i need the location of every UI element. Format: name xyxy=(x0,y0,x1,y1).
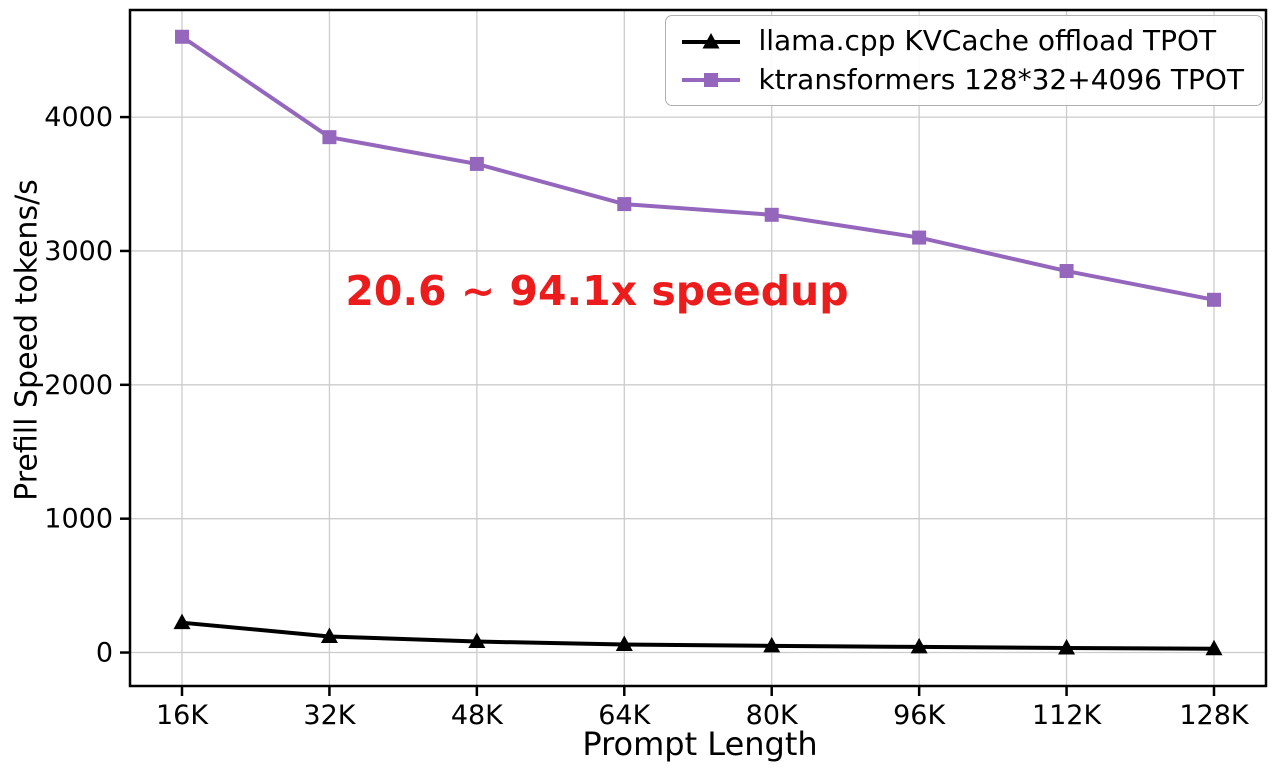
marker-triangle xyxy=(615,635,633,652)
legend-sample-ktransformers xyxy=(682,73,741,88)
marker-triangle xyxy=(910,637,928,654)
y-tick-label: 3000 xyxy=(44,236,113,267)
legend-marker-square-icon xyxy=(704,73,719,88)
marker-triangle xyxy=(763,636,781,653)
plot-frame xyxy=(128,8,1268,688)
x-tick-label: 64K xyxy=(598,700,651,731)
y-tick-label: 2000 xyxy=(44,370,113,401)
marker-square xyxy=(617,197,632,212)
marker-square xyxy=(322,130,337,145)
legend-item-ktransformers: ktransformers 128*32+4096 TPOT xyxy=(679,63,1244,97)
marker-square xyxy=(1059,264,1074,279)
marker-square xyxy=(469,156,484,171)
marker-square xyxy=(764,207,779,222)
x-tick-label: 112K xyxy=(1032,700,1103,731)
x-tick-label: 16K xyxy=(156,700,209,731)
x-tick-label: 128K xyxy=(1179,700,1250,731)
legend-marker-triangle-icon xyxy=(702,33,720,49)
chart-legend: llama.cpp KVCache offload TPOT ktransfor… xyxy=(665,15,1263,107)
x-tick-label: 48K xyxy=(451,700,504,731)
marker-square xyxy=(1207,292,1221,307)
series-line-1 xyxy=(180,34,1216,302)
marker-square xyxy=(912,230,927,245)
y-tick-label: 4000 xyxy=(44,102,113,133)
marker-square xyxy=(175,29,189,44)
marker-triangle xyxy=(1058,638,1076,655)
y-tick-label: 1000 xyxy=(44,504,113,535)
marker-triangle xyxy=(320,627,338,643)
legend-item-llama: llama.cpp KVCache offload TPOT xyxy=(679,24,1244,57)
x-axis-label: Prompt Length xyxy=(582,725,818,763)
x-tick-label: 80K xyxy=(746,700,799,731)
legend-label-llama: llama.cpp KVCache offload TPOT xyxy=(758,24,1217,57)
marker-triangle xyxy=(173,613,191,630)
marker-triangle xyxy=(468,632,486,649)
speedup-annotation: 20.6 ~ 94.1x speedup xyxy=(345,267,849,315)
series-line-0 xyxy=(180,620,1216,651)
y-tick-label: 0 xyxy=(96,638,113,669)
legend-sample-llama xyxy=(682,33,741,49)
x-tick-label: 32K xyxy=(303,700,356,731)
legend-label-ktransformers: ktransformers 128*32+4096 TPOT xyxy=(758,63,1244,97)
y-axis-label: Prefill Speed tokens/s xyxy=(9,179,45,501)
x-tick-label: 96K xyxy=(893,700,946,731)
marker-triangle xyxy=(1205,639,1223,656)
